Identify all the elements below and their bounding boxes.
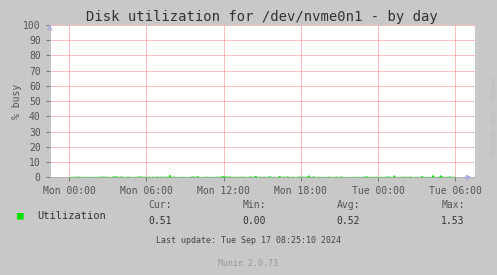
Text: Max:: Max: (441, 200, 465, 210)
Text: Cur:: Cur: (148, 200, 171, 210)
Text: ■: ■ (17, 211, 24, 221)
Text: Min:: Min: (243, 200, 266, 210)
Text: Last update: Tue Sep 17 08:25:10 2024: Last update: Tue Sep 17 08:25:10 2024 (156, 236, 341, 245)
Text: Avg:: Avg: (337, 200, 360, 210)
Text: 1.53: 1.53 (441, 216, 465, 226)
Y-axis label: % busy: % busy (11, 83, 22, 119)
Text: 0.51: 0.51 (148, 216, 171, 226)
Text: Munin 2.0.73: Munin 2.0.73 (219, 259, 278, 268)
Text: RRDTOOL / TOBI OETIKER: RRDTOOL / TOBI OETIKER (490, 77, 495, 154)
Title: Disk utilization for /dev/nvme0n1 - by day: Disk utilization for /dev/nvme0n1 - by d… (86, 10, 438, 24)
Text: Utilization: Utilization (37, 211, 106, 221)
Text: 0.00: 0.00 (243, 216, 266, 226)
Text: 0.52: 0.52 (337, 216, 360, 226)
